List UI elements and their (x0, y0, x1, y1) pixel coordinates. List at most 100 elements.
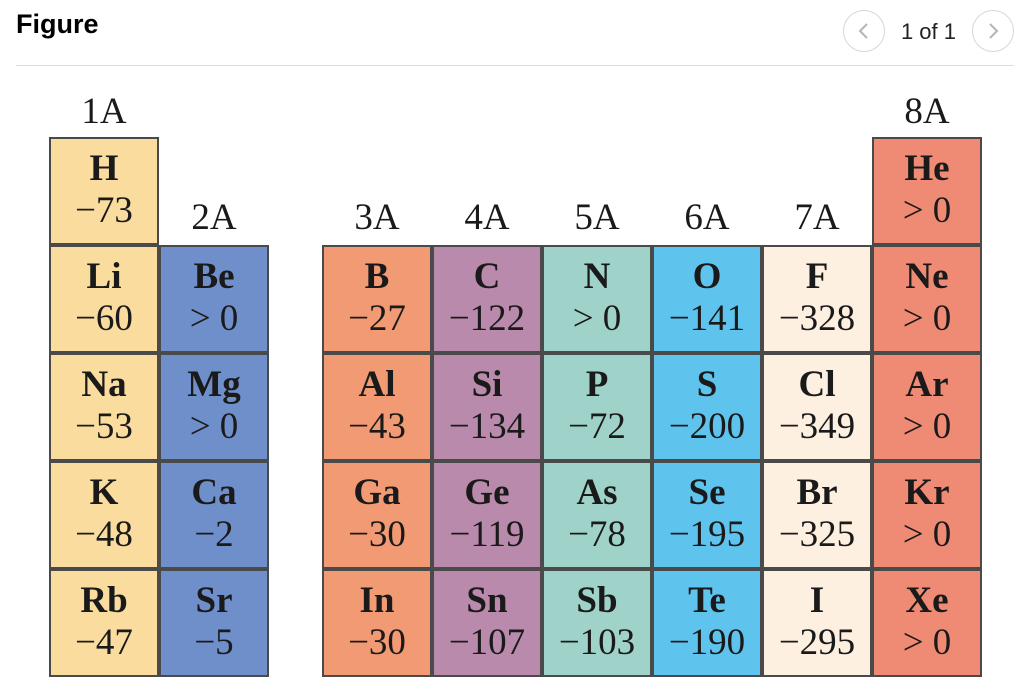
electron-affinity-value: −122 (448, 298, 526, 339)
page-counter: 1 of 1 (900, 19, 956, 44)
electron-affinity-value: −47 (75, 622, 133, 663)
element-symbol: Li (86, 256, 122, 297)
electron-affinity-value: −48 (75, 514, 133, 555)
element-cell-be: Be > 0 (159, 245, 269, 353)
element-symbol: C (473, 256, 501, 297)
page-title: Figure (16, 9, 99, 39)
electron-affinity-value: −349 (778, 406, 856, 447)
chevron-left-icon (858, 23, 868, 39)
electron-affinity-value: −5 (194, 622, 234, 663)
element-symbol: Ca (191, 472, 237, 513)
element-symbol: Ga (353, 472, 401, 513)
electron-affinity-value: −134 (448, 406, 526, 447)
electron-affinity-value: > 0 (902, 622, 952, 663)
electron-affinity-value: −78 (568, 514, 626, 555)
electron-affinity-value: > 0 (902, 406, 952, 447)
next-button[interactable] (972, 10, 1014, 52)
electron-affinity-value: −141 (668, 298, 746, 339)
pager: 1 of 1 (842, 9, 1014, 53)
element-symbol: Na (81, 364, 127, 405)
electron-affinity-value: > 0 (902, 298, 952, 339)
electron-affinity-value: −2 (194, 514, 234, 555)
electron-affinity-value: −30 (348, 514, 406, 555)
element-symbol: He (904, 148, 950, 189)
element-cell-se: Se −195 (652, 461, 762, 569)
electron-affinity-value: −190 (668, 622, 746, 663)
element-cell-b: B −27 (322, 245, 432, 353)
element-cell-ar: Ar > 0 (872, 353, 982, 461)
group-label-7a: 7A (794, 197, 840, 238)
element-cell-te: Te −190 (652, 569, 762, 677)
element-cell-ca: Ca −2 (159, 461, 269, 569)
element-symbol: Br (796, 472, 838, 513)
element-symbol: In (359, 580, 395, 621)
element-symbol: O (692, 256, 722, 297)
element-symbol: Cl (798, 364, 836, 405)
element-cell-i: I −295 (762, 569, 872, 677)
group-label-6a: 6A (684, 197, 730, 238)
electron-affinity-value: −295 (778, 622, 856, 663)
element-cell-s: S −200 (652, 353, 762, 461)
element-symbol: I (809, 580, 825, 621)
element-symbol: Sr (195, 580, 233, 621)
element-symbol: S (696, 364, 718, 405)
element-cell-sb: Sb −103 (542, 569, 652, 677)
element-cell-o: O −141 (652, 245, 762, 353)
element-symbol: As (576, 472, 618, 513)
element-symbol: K (89, 472, 119, 513)
element-symbol: Se (688, 472, 726, 513)
electron-affinity-value: −73 (75, 190, 133, 231)
prev-button[interactable] (842, 10, 885, 52)
electron-affinity-value: −43 (348, 406, 406, 447)
element-cell-xe: Xe > 0 (872, 569, 982, 677)
electron-affinity-value: −60 (75, 298, 133, 339)
electron-affinity-value: > 0 (902, 190, 952, 231)
element-cell-p: P −72 (542, 353, 652, 461)
element-cell-sn: Sn −107 (432, 569, 542, 677)
header-divider (16, 65, 1014, 66)
element-symbol: B (364, 256, 390, 297)
group-label-3a: 3A (354, 197, 400, 238)
element-cell-mg: Mg > 0 (159, 353, 269, 461)
element-cell-na: Na −53 (49, 353, 159, 461)
element-symbol: H (89, 148, 119, 189)
element-cell-br: Br −325 (762, 461, 872, 569)
electron-affinity-value: −53 (75, 406, 133, 447)
element-cell-as: As −78 (542, 461, 652, 569)
electron-affinity-value: −103 (558, 622, 636, 663)
electron-affinity-value: −27 (348, 298, 406, 339)
element-symbol: Al (358, 364, 396, 405)
group-label-8a: 8A (904, 91, 950, 132)
electron-affinity-value: > 0 (189, 298, 239, 339)
electron-affinity-value: > 0 (572, 298, 622, 339)
element-symbol: F (805, 256, 829, 297)
group-label-5a: 5A (574, 197, 620, 238)
group-label-1a: 1A (81, 91, 127, 132)
element-symbol: Ne (905, 256, 949, 297)
element-cell-f: F −328 (762, 245, 872, 353)
element-cell-ga: Ga −30 (322, 461, 432, 569)
group-label-4a: 4A (464, 197, 510, 238)
electron-affinity-value: −325 (778, 514, 856, 555)
element-symbol: P (585, 364, 609, 405)
element-cell-al: Al −43 (322, 353, 432, 461)
element-cell-sr: Sr −5 (159, 569, 269, 677)
element-cell-kr: Kr > 0 (872, 461, 982, 569)
element-symbol: Xe (905, 580, 949, 621)
electron-affinity-value: −195 (668, 514, 746, 555)
electron-affinity-value: > 0 (902, 514, 952, 555)
element-cell-h: H −73 (49, 137, 159, 245)
element-symbol: Be (193, 256, 235, 297)
element-symbol: Mg (187, 364, 241, 405)
group-label-2a: 2A (191, 197, 237, 238)
electron-affinity-value: > 0 (189, 406, 239, 447)
element-symbol: Ar (905, 364, 949, 405)
element-cell-ge: Ge −119 (432, 461, 542, 569)
electron-affinity-value: −30 (348, 622, 406, 663)
element-symbol: Ge (464, 472, 510, 513)
element-cell-ne: Ne > 0 (872, 245, 982, 353)
element-cell-k: K −48 (49, 461, 159, 569)
chevron-right-icon (989, 23, 999, 39)
